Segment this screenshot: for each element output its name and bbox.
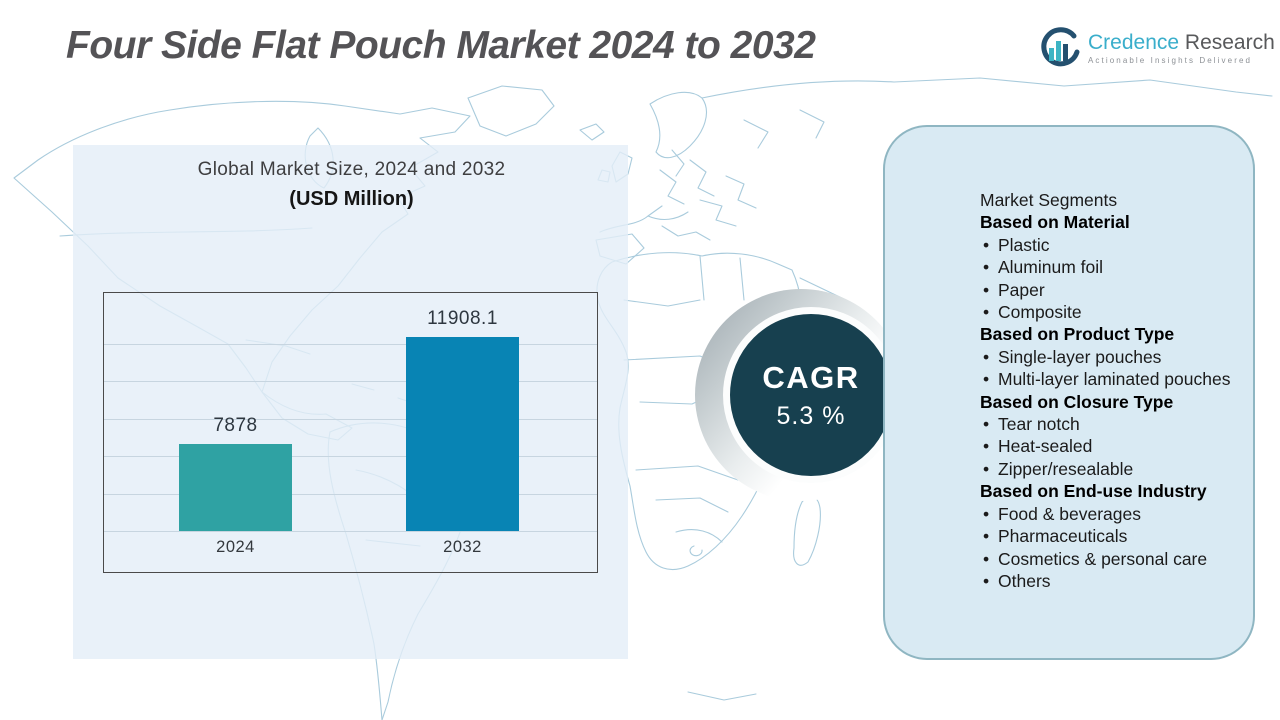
bar-chart: 7878 2024 11908.1 2032: [103, 292, 598, 573]
segment-item: Aluminum foil: [980, 256, 1245, 279]
segment-item: Pharmaceuticals: [980, 525, 1245, 548]
gridline: [104, 418, 597, 420]
segment-heading: Based on Material: [980, 212, 1130, 233]
bar-chart-plot: 7878 2024 11908.1 2032: [104, 293, 597, 572]
cagr-badge: CAGR 5.3 %: [723, 307, 899, 483]
bar-category-label: 2024: [216, 538, 255, 556]
segment-item: Single-layer pouches: [980, 346, 1245, 369]
brand-text: Credence Research Actionable Insights De…: [1088, 26, 1275, 66]
brand-tagline: Actionable Insights Delivered: [1088, 56, 1253, 65]
cagr-label: CAGR: [762, 359, 860, 395]
segment-heading: Market Segments: [980, 190, 1118, 210]
chart-heading-line1: Global Market Size, 2024 and 2032: [197, 159, 506, 180]
brand-logo: Credence Research Actionable Insights De…: [1038, 26, 1275, 72]
bar-chart-circle-icon: [1041, 27, 1080, 67]
segment-heading: Based on Closure Type: [980, 391, 1174, 412]
segment-heading: Based on End-use Industry: [980, 481, 1207, 502]
brand-name: Credence Research: [1088, 32, 1275, 54]
bar-2024: [179, 444, 292, 531]
market-size-panel: [73, 145, 628, 659]
cagr-value: 5.3 %: [776, 401, 846, 430]
segment-item: Paper: [980, 279, 1245, 302]
brand-name-secondary: Research: [1184, 31, 1275, 54]
segment-item: Tear notch: [980, 413, 1245, 436]
segment-item: Food & beverages: [980, 503, 1245, 526]
bar-value-label: 7878: [213, 415, 258, 436]
segment-heading: Based on Product Type: [980, 324, 1175, 345]
chart-heading: Global Market Size, 2024 and 2032 (USD M…: [75, 159, 628, 211]
bar-category-label: 2032: [443, 538, 482, 556]
segment-item: Multi-layer laminated pouches: [980, 368, 1245, 391]
gridline: [104, 456, 597, 458]
segment-item: Plastic: [980, 234, 1245, 257]
segment-item: Composite: [980, 301, 1245, 324]
page-title: Four Side Flat Pouch Market 2024 to 2032: [66, 24, 816, 67]
gridline: [104, 531, 597, 532]
segment-item: Others: [980, 570, 1245, 593]
bar-2032: [406, 337, 519, 531]
brand-name-primary: Credence: [1088, 31, 1180, 54]
segment-item: Cosmetics & personal care: [980, 548, 1245, 571]
segment-item: Heat-sealed: [980, 435, 1245, 458]
gridline: [104, 493, 597, 495]
gridline: [104, 381, 597, 383]
segment-item: Zipper/resealable: [980, 458, 1245, 481]
bar-value-label: 11908.1: [427, 308, 498, 329]
gridline: [104, 344, 597, 345]
chart-heading-line2: (USD Million): [289, 188, 414, 210]
